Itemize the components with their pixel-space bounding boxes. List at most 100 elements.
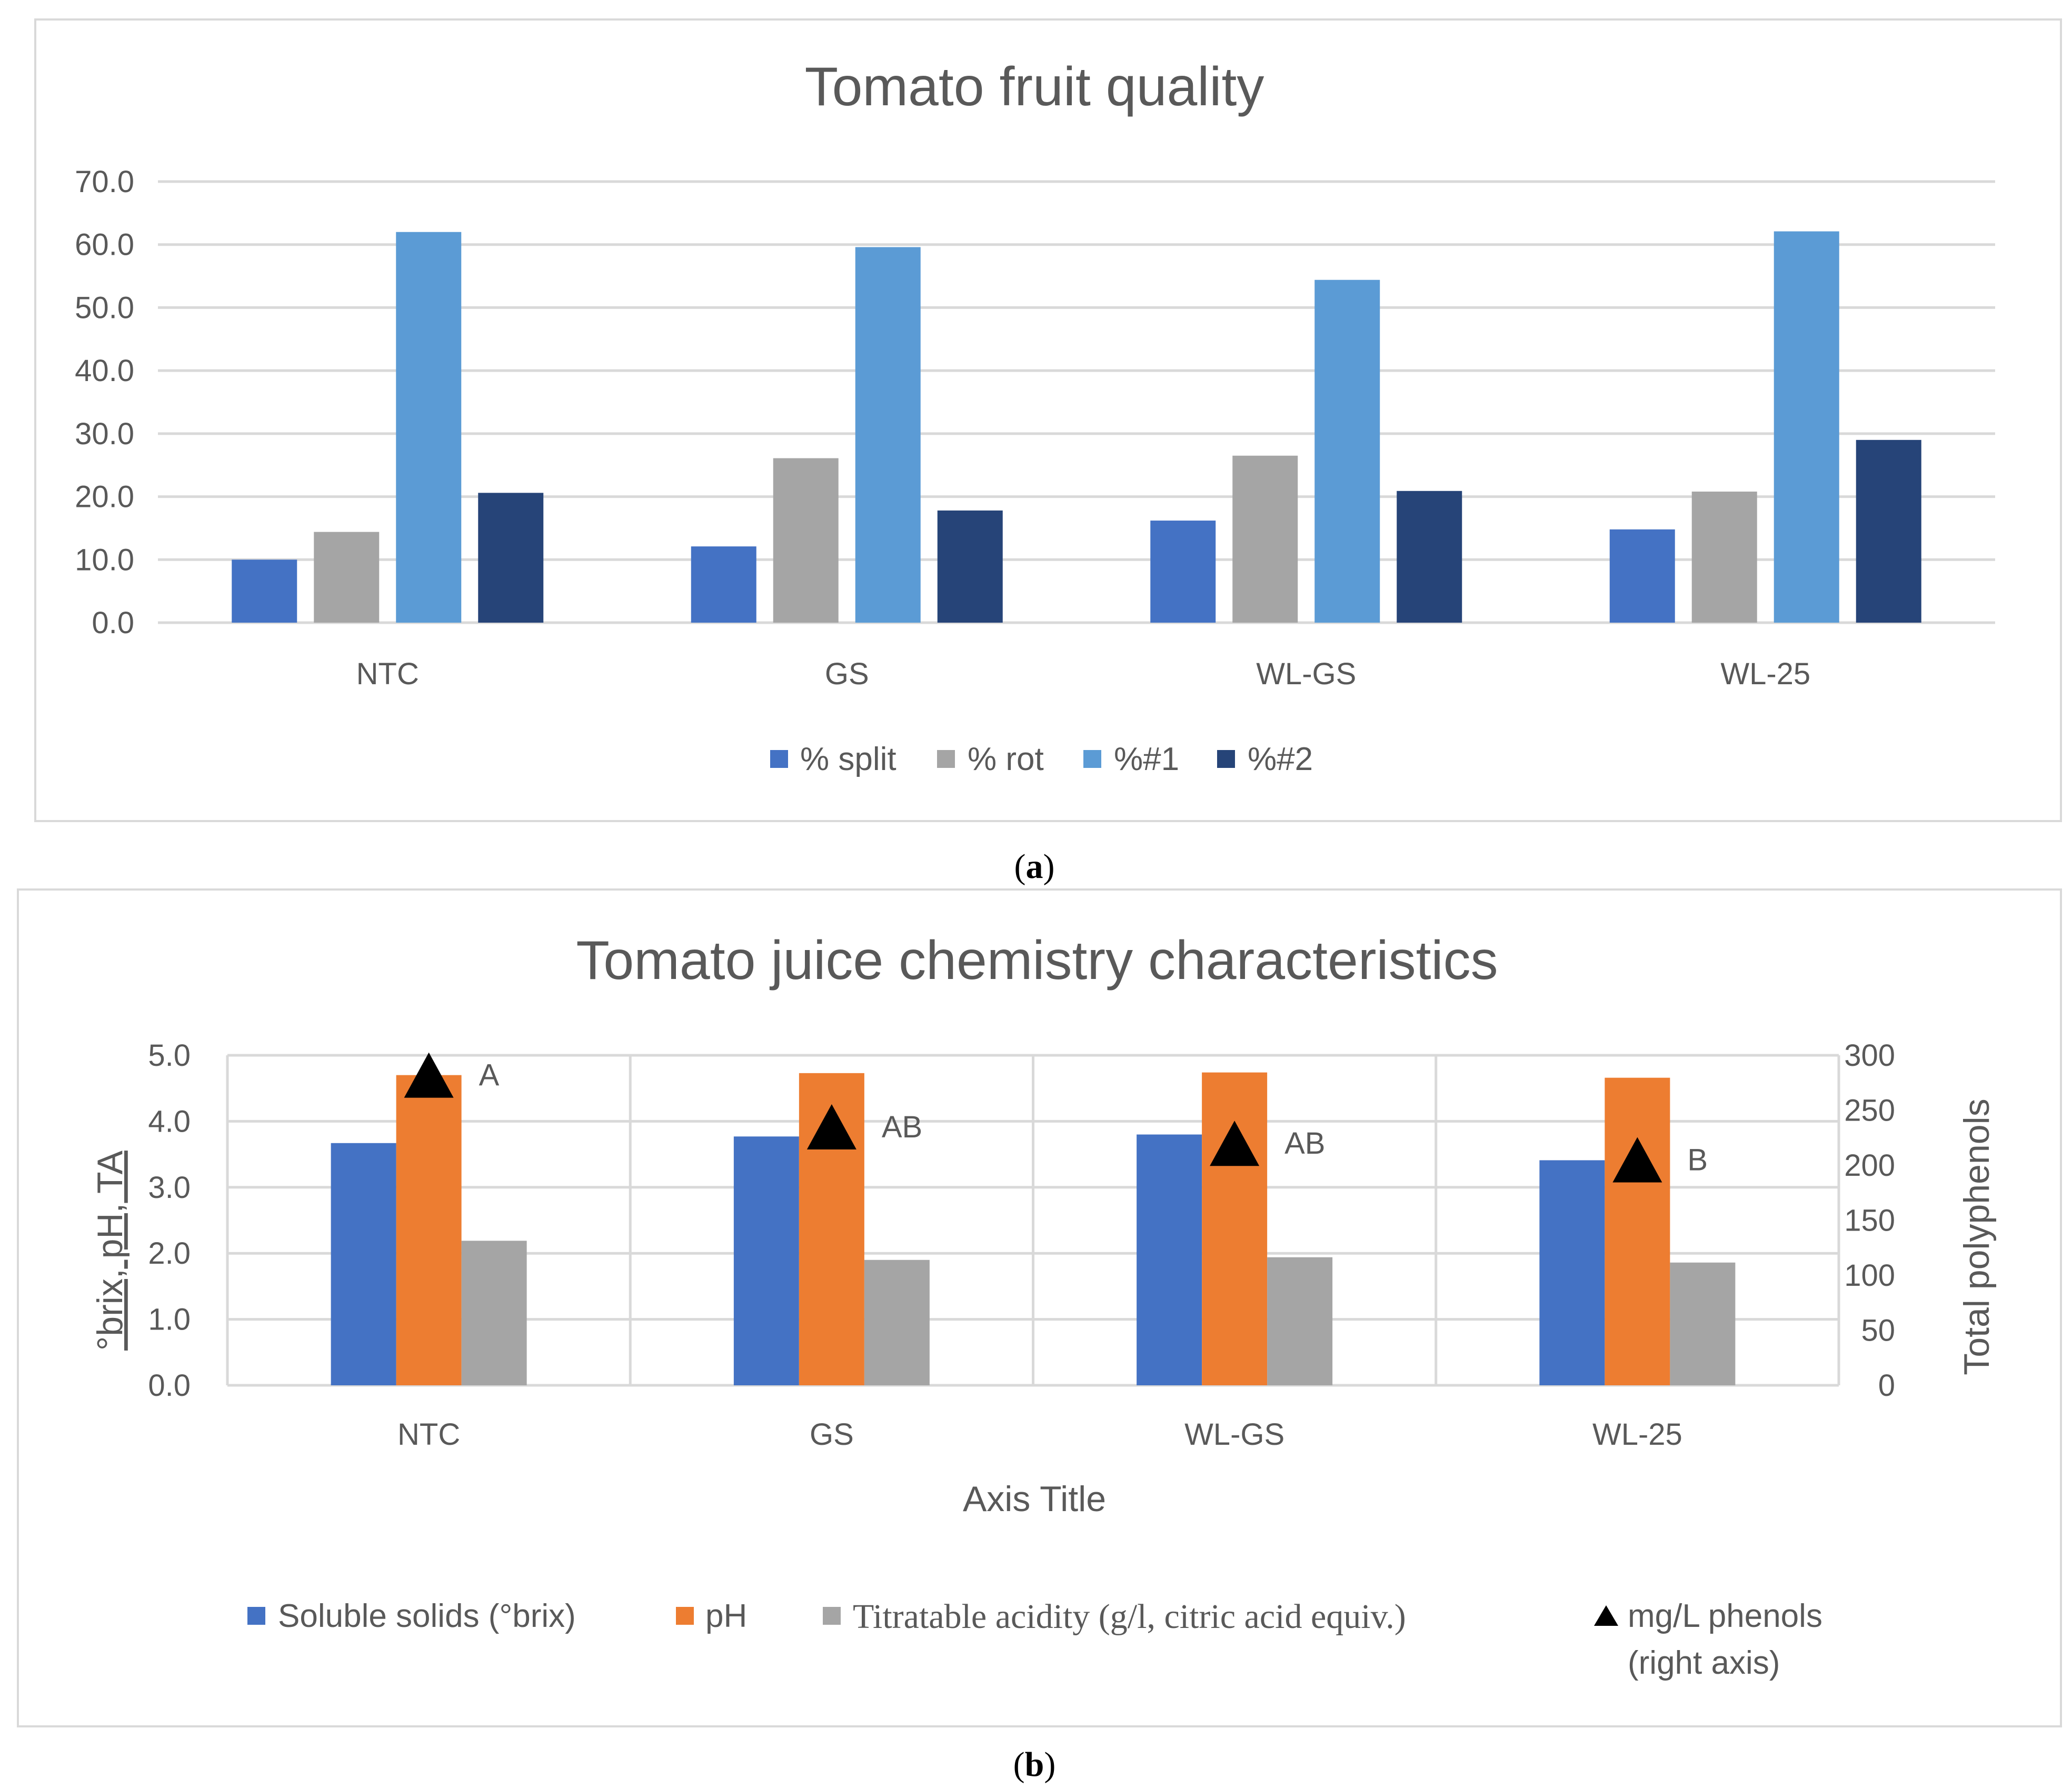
bar-rot-wl-25	[1691, 491, 1757, 623]
bar-titratable-acidity-g-l-citric-acid-equiv-wl-gs	[1267, 1257, 1333, 1385]
legend-label-titratable-acidity: Titratable acidity (g/l, citric acid equ…	[853, 1597, 1406, 1636]
phenol-marker-wl-gs	[1210, 1121, 1260, 1166]
caption-a: (a)	[1014, 847, 1055, 886]
phenol-marker-gs	[806, 1104, 856, 1150]
chart-a: Tomato fruit quality 0.0 10.0 20.0 30.0 40.0…	[34, 18, 2062, 822]
chart-b-y2-tick-label: 300	[1844, 1038, 1895, 1073]
bar-1-gs	[855, 247, 921, 623]
chart-a-y-tick-label: 0.0	[92, 606, 134, 640]
chart-a-y-tick-label: 40.0	[75, 354, 134, 388]
legend-label-rot: % rot	[968, 741, 1044, 777]
chart-b-y-axis-right: 0 50 100 150 200 250 300	[1844, 1038, 1895, 1403]
chart-a-x-tick-label: GS	[825, 657, 869, 691]
legend-swatch-titratable-acidity	[823, 1607, 841, 1625]
legend-swatch-no1	[1083, 750, 1101, 768]
bar-2-ntc	[478, 493, 544, 623]
legend-swatch-split	[770, 750, 788, 768]
phenol-significance-label-ntc: A	[479, 1058, 500, 1093]
legend-label-ph: pH	[705, 1598, 747, 1634]
chart-b-y2-tick-label: 100	[1844, 1258, 1895, 1293]
chart-a-frame	[34, 18, 2062, 822]
phenol-marker-ntc	[404, 1052, 454, 1098]
phenol-marker-wl-25	[1612, 1137, 1662, 1183]
bar-rot-gs	[773, 458, 839, 623]
legend-swatch-no2	[1217, 750, 1235, 768]
bar-2-wl-25	[1856, 439, 1921, 623]
phenol-significance-label-wl-25: B	[1687, 1143, 1708, 1177]
bar-split-wl-gs	[1150, 521, 1216, 623]
chart-a-x-axis: NTC GS WL-GS WL-25	[356, 657, 1811, 691]
legend-label-no2: %#2	[1248, 741, 1313, 777]
chart-b-y-tick-label: 5.0	[148, 1038, 191, 1073]
chart-b-y-tick-label: 1.0	[148, 1303, 191, 1337]
bar-2-gs	[937, 510, 1003, 623]
chart-b-y2-tick-label: 0	[1878, 1368, 1895, 1403]
caption-b: (b)	[1013, 1745, 1056, 1784]
chart-a-x-tick-label: WL-GS	[1256, 657, 1356, 691]
chart-b-y-axis-left: 0.0 1.0 2.0 3.0 4.0 5.0	[148, 1038, 191, 1403]
bar-soluble-solids-brix-wl-gs	[1137, 1134, 1202, 1385]
bar-soluble-solids-brix-ntc	[331, 1143, 396, 1385]
chart-b-y-tick-label: 3.0	[148, 1171, 191, 1205]
chart-b-legend: Soluble solids (°brix) pH Titratable aci…	[247, 1597, 1822, 1681]
bar-1-wl-25	[1774, 231, 1839, 623]
legend-swatch-ph	[676, 1607, 694, 1625]
chart-a-y-axis: 0.0 10.0 20.0 30.0 40.0 50.0 60.0 70.0	[75, 165, 134, 640]
chart-b-phenol-markers: A AB AB B	[404, 1052, 1708, 1183]
chart-a-gridlines	[158, 180, 1995, 624]
chart-b-y2-axis-title: Total polyphenols	[1957, 1098, 1997, 1375]
chart-b-x-tick-label: GS	[810, 1417, 854, 1452]
chart-b-x-axis: NTC GS WL-GS WL-25	[397, 1417, 1682, 1452]
legend-label-phenols: mg/L phenols	[1628, 1598, 1822, 1634]
bar-split-wl-25	[1609, 529, 1675, 623]
chart-a-y-tick-label: 20.0	[75, 480, 134, 514]
chart-a-y-tick-label: 50.0	[75, 291, 134, 325]
bar-rot-wl-gs	[1232, 455, 1298, 623]
chart-b-y-axis-title: °brix, pH, TA	[90, 1150, 130, 1351]
chart-b-bars	[331, 1072, 1736, 1385]
bar-ph-wl-25	[1605, 1077, 1670, 1385]
bar-soluble-solids-brix-gs	[733, 1136, 799, 1385]
chart-a-x-tick-label: WL-25	[1720, 657, 1810, 691]
legend-swatch-phenols-triangle	[1594, 1605, 1618, 1626]
chart-a-bars	[232, 231, 1921, 623]
chart-b-y-tick-label: 2.0	[148, 1236, 191, 1271]
chart-a-legend: % split % rot %#1 %#2	[770, 741, 1313, 777]
chart-a-title: Tomato fruit quality	[805, 56, 1264, 117]
legend-label-split: % split	[800, 741, 896, 777]
bar-1-wl-gs	[1314, 279, 1380, 623]
chart-b-y-tick-label: 0.0	[148, 1368, 191, 1403]
phenol-significance-label-wl-gs: AB	[1284, 1126, 1325, 1161]
chart-b-x-axis-title: Axis Title	[963, 1479, 1106, 1519]
chart-a-y-tick-label: 70.0	[75, 165, 134, 199]
legend-swatch-soluble-solids	[247, 1607, 265, 1625]
chart-b-y2-tick-label: 250	[1844, 1094, 1895, 1128]
chart-b-x-tick-label: NTC	[397, 1417, 460, 1452]
bar-rot-ntc	[314, 532, 380, 623]
bar-split-ntc	[232, 559, 297, 623]
chart-b-y-tick-label: 4.0	[148, 1104, 191, 1138]
bar-soluble-solids-brix-wl-25	[1539, 1160, 1605, 1385]
bar-ph-ntc	[396, 1075, 462, 1385]
bar-titratable-acidity-g-l-citric-acid-equiv-wl-25	[1670, 1262, 1736, 1385]
bar-split-gs	[691, 546, 756, 623]
bar-1-ntc	[396, 232, 462, 623]
chart-b-title: Tomato juice chemistry characteristics	[576, 930, 1498, 991]
chart-a-y-tick-label: 60.0	[75, 228, 134, 262]
legend-label-soluble-solids: Soluble solids (°brix)	[278, 1598, 576, 1634]
legend-label-phenols-line2: (right axis)	[1628, 1645, 1780, 1681]
chart-b-x-tick-label: WL-25	[1592, 1417, 1682, 1452]
chart-b-x-tick-label: WL-GS	[1184, 1417, 1284, 1452]
chart-b: Tomato juice chemistry characteristics 0…	[17, 888, 2062, 1727]
bar-titratable-acidity-g-l-citric-acid-equiv-gs	[864, 1260, 930, 1385]
chart-a-y-tick-label: 30.0	[75, 417, 134, 451]
bar-ph-wl-gs	[1202, 1072, 1268, 1385]
chart-a-x-tick-label: NTC	[356, 657, 419, 691]
chart-b-y2-tick-label: 200	[1844, 1148, 1895, 1183]
bar-titratable-acidity-g-l-citric-acid-equiv-ntc	[461, 1241, 527, 1385]
legend-label-no1: %#1	[1114, 741, 1179, 777]
legend-swatch-rot	[937, 750, 955, 768]
phenol-significance-label-gs: AB	[882, 1110, 922, 1144]
chart-b-y2-tick-label: 50	[1861, 1314, 1895, 1348]
